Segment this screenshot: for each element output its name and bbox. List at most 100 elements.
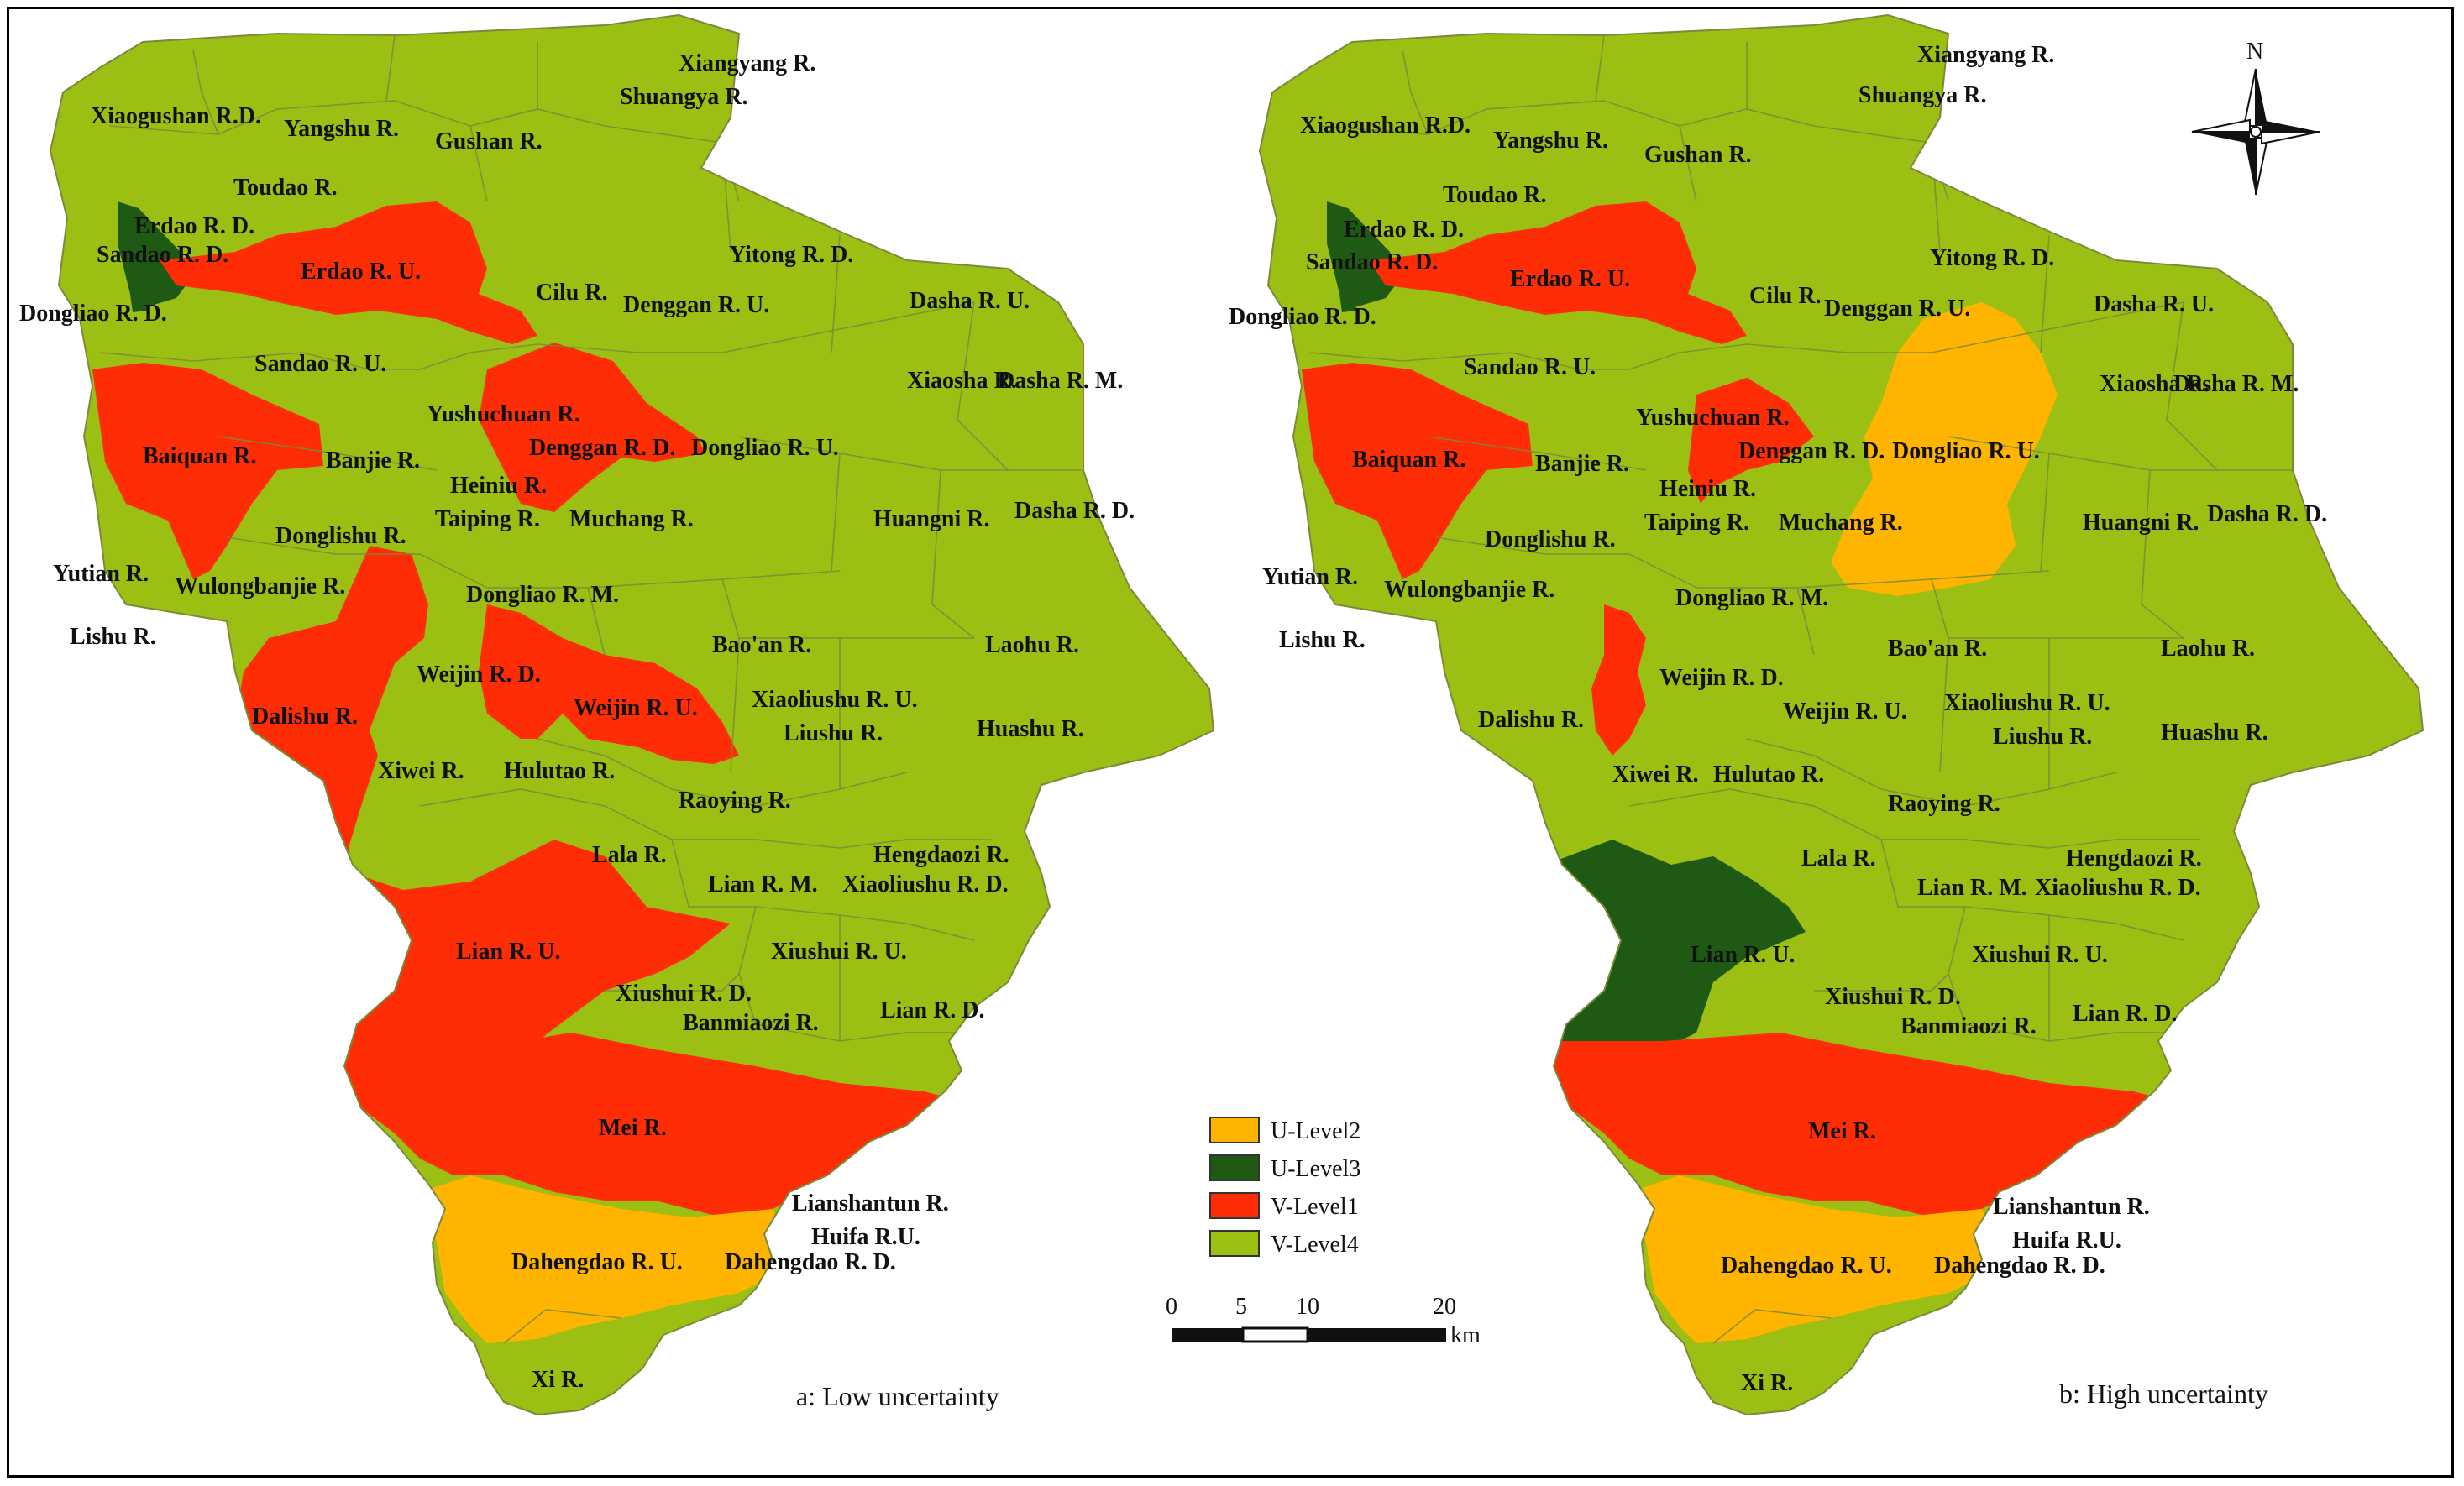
zone-polygon [344,1033,957,1217]
subbasin-boundary [1880,839,2184,941]
scale-segment [1241,1326,1309,1343]
zone-polygon [479,604,739,764]
region-label: Yushuchuan R. [427,401,580,427]
legend: U-Level2 U-Level3 V-Level1 V-Level4 [1209,1117,1360,1258]
subbasin-boundary [1796,587,1815,656]
zone-polygon [92,363,323,579]
region-label: Sandao R. D. [97,242,228,268]
scale-tick-5: 5 [1235,1294,1247,1320]
region-label: Erdao R. D. [1344,217,1464,243]
region-label: Huashu R. [977,716,1084,742]
region-label: Weijin R. D. [417,662,541,688]
subbasin-boundary [1309,301,2184,370]
basin-outline [1260,15,2423,1415]
region-label: Taiping R. [1644,510,1749,536]
region-label: Yushuchuan R. [1636,405,1790,431]
region-label: Dongliao R. U. [691,435,839,461]
region-label: Yitong R. D. [729,242,853,268]
region-label: Xiushui R. U. [771,939,907,965]
zone-polygon [1478,1033,2167,1217]
region-label: Dasha R. U. [2094,291,2214,317]
subbasin-boundary [1746,738,2117,807]
region-label: Xiaogushan R.D. [1300,112,1471,139]
region-label: Xiaosha R. [907,368,1017,394]
scale-segment [1308,1328,1446,1342]
region-label: Lian R. D. [2073,1001,2177,1027]
legend-item-v-level4: V-Level4 [1209,1230,1359,1258]
region-label: Dalishu R. [252,704,358,730]
region-label: Raoying R. [1888,791,2000,817]
region-label: Yutian R. [53,561,149,587]
region-label: Cilu R. [536,280,608,306]
region-label: Xiangyang R. [679,50,815,76]
region-label: Yutian R. [1262,564,1358,590]
legend-swatch [1209,1154,1260,1181]
subbasin-boundary [2166,301,2218,471]
subbasin-boundary [1948,906,2175,1042]
legend-swatch [1209,1192,1260,1219]
scale-unit: km [1450,1322,1481,1348]
subbasin-boundary [1931,578,2184,639]
subbasin-boundary [218,436,438,471]
region-label: Toudao R. [1443,182,1546,208]
zone-polygon [1334,252,1356,312]
scale-bar: 0 5 10 20 km [1166,1294,1481,1348]
subbasin-boundary [931,469,975,639]
subbasin-boundary [385,34,396,102]
subbasin-boundary [469,125,488,202]
legend-item-u-level2: U-Level2 [1209,1117,1360,1144]
region-label: Xiushui R. U. [1972,942,2108,968]
region-label: Erdao R. D. [134,213,254,239]
basin-border [1258,13,2425,1416]
region-label: Huangni R. [2083,510,2199,536]
subbasin-boundary [605,973,740,992]
region-label: Yangshu R. [1493,128,1608,154]
region-label: Bao'an R. [1888,636,1987,662]
region-label: Banmiaozi R. [1900,1013,2037,1039]
region-label: Xi R. [1741,1370,1793,1396]
region-label: Baiquan R. [1352,447,1465,473]
subbasin-boundary [831,453,841,572]
legend-swatch [1209,1230,1260,1257]
region-label: Lian R. M. [1917,875,2027,901]
region-label: Dahengdao R. U. [511,1249,683,1275]
region-label: Yangshu R. [284,116,399,142]
subbasin-boundary [1628,788,2200,849]
subbasin-boundary [192,50,219,135]
subbasin-boundary [537,738,908,807]
north-label: N [2246,39,2263,65]
zone-polygon [1302,363,1533,579]
region-label: Dahengdao R. U. [1721,1253,1892,1279]
subbasin-boundary [730,637,740,773]
zone-polygon [479,343,705,512]
map-high-uncertainty: Xiangyang R. Shuangya R. Xiaogushan R.D. Ya… [1229,13,2425,1416]
region-label: Liushu R. [784,720,883,746]
region-label: Bao'an R. [712,632,811,658]
region-label: Erdao R. U. [301,259,421,285]
region-label: Dahengdao R. D. [1934,1253,2105,1279]
zone-polygon [160,201,537,344]
legend-label: V-Level1 [1271,1194,1359,1220]
map-low-uncertainty: Xiangyang R. Shuangya R. Xiaogushan R.D. Ya… [19,13,1215,1416]
region-label: Denggan R. U. [623,292,769,318]
subbasin-boundary [738,906,966,1042]
region-label: Xiwei R. [1612,761,1699,787]
subbasin-boundary [2141,469,2184,639]
subbasin-boundary [419,788,991,849]
region-label: Xiaogushan R.D. [91,103,261,129]
region-label: Xiushui R. D. [1825,984,1961,1010]
legend-label: U-Level3 [1271,1156,1360,1182]
legend-label: V-Level4 [1271,1232,1359,1258]
region-label: Xiaoliushu R. D. [842,871,1009,897]
map-caption: b: High uncertainty [2059,1379,2268,1409]
zone-polygon [1688,378,1814,504]
region-label: Dasha R. D. [2207,501,2327,527]
zone-polygon [420,1175,789,1343]
region-label: Dongliao R. U. [1892,438,2040,464]
region-label: Lianshantun R. [1993,1194,2150,1220]
subbasin-boundary [1814,973,1949,992]
basin-border [49,13,1215,1416]
zone-polygon [1629,1175,1999,1343]
region-label: Weijin R. U. [1783,699,1907,725]
region-label: Dongliao R. M. [1675,585,1828,611]
